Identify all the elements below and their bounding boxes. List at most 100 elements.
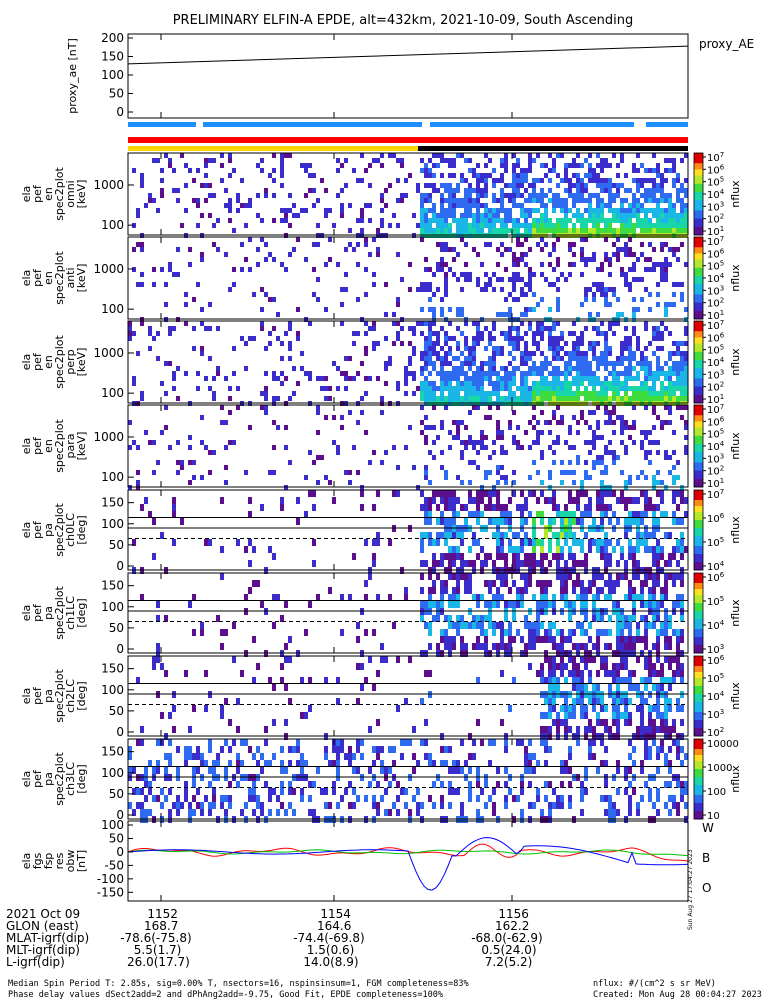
panel-ch2LC-colorbar-tick: 106 (707, 654, 725, 667)
panel-ch3LC-tick-label: 0 (116, 808, 124, 822)
ticks-table-label: L-igrf(dip) (6, 955, 65, 969)
panel-omni-heatmap (132, 153, 688, 238)
panel-omni-ylabel-part: spec2plot (53, 167, 66, 221)
panel-ch1LC-ylabel-part: [deg] (75, 598, 88, 627)
panel-perp-ylabel-part: en (42, 355, 55, 369)
panel-ch0LC-ylabel-part: spec2plot (53, 503, 66, 557)
panel-ch3LC-frame (127, 738, 689, 820)
panel-para-heatmap (128, 405, 688, 490)
panel-anti-colorbar-tick: 103 (707, 284, 724, 297)
panel-anti-colorbar-tick: 102 (707, 297, 724, 310)
panel-anti-ylabel-part: spec2plot (53, 251, 66, 305)
panel-ch1LC-colorbar-tick: 104 (707, 619, 725, 632)
fgs-legend-B: B (702, 851, 710, 865)
fgs-frame (127, 820, 689, 902)
yellow-indicator-bar (128, 146, 418, 151)
panel-anti-ylabel-part: pef (31, 268, 44, 287)
panel-omni-colorbar-label: nflux (729, 180, 742, 208)
panel-ch1LC-tick-label: 50 (109, 621, 124, 635)
fgs-tick-label: -100 (97, 872, 124, 886)
panel-omni-colorbar-tick: 102 (707, 213, 724, 226)
panel-perp-ylabel-part: spec2plot (53, 335, 66, 389)
panel-ch1LC-colorbar-tick: 103 (707, 643, 724, 656)
panel-ch1LC-heatmap (140, 573, 684, 657)
fgs-series-b (127, 849, 689, 857)
panel-omni-colorbar-tick: 103 (707, 200, 724, 213)
panel-ch0LC-colorbar: 107 106 105 104 nflux (693, 488, 742, 573)
panel-ch1LC-tick-label: 100 (101, 600, 124, 614)
panel-ch2LC-colorbar-tick: 103 (707, 708, 724, 721)
black-indicator-bar (418, 146, 688, 151)
panel-ch1LC-frame (127, 572, 689, 654)
panel-ch3LC-ylabel-part: ch3LC (64, 762, 77, 796)
panel-anti-frame (127, 236, 689, 320)
panel-omni-colorbar-tick: 106 (707, 163, 725, 176)
panel-ch1LC-colorbar-tick: 105 (707, 595, 724, 608)
spin-indicator-bar (646, 122, 688, 127)
proxy-ae-tick-label: 100 (101, 68, 124, 82)
panel-perp-colorbar-tick: 101 (707, 393, 724, 406)
panel-ch2LC-ylabel-part: pa (42, 689, 55, 703)
panel-para-ylabel-part: [keV] (75, 432, 88, 461)
fgs-tick-label: 0 (116, 845, 124, 859)
panel-ch2LC-colorbar-label: nflux (729, 682, 742, 710)
fgs-tick-label: -150 (97, 885, 124, 899)
ticks-table-label: 2021 Oct 09 (6, 907, 81, 921)
fgs-ylabel-part: obw (64, 850, 77, 873)
panel-ch0LC-tick-label: 0 (116, 559, 124, 573)
panel-omni-colorbar-tick: 101 (707, 225, 724, 238)
panel-ch0LC-colorbar-tick: 107 (707, 488, 724, 501)
ticks-table-value: 162.2 (495, 919, 530, 933)
panel-omni-ylabel-part: ela (20, 186, 33, 203)
proxy-ae-legend: proxy_AE (699, 37, 754, 51)
panel-ch3LC-ylabel-part: pef (31, 769, 44, 788)
panel-perp-ylabel-part: pef (31, 352, 44, 371)
panel-perp-ylabel-part: [keV] (75, 348, 88, 377)
panel-ch2LC-colorbar-tick: 104 (707, 690, 725, 703)
panel-omni-ylabel-part: pef (31, 184, 44, 203)
panel-ch3LC-tick-label: 100 (101, 766, 124, 780)
fgs-legend-W: W (702, 821, 714, 835)
panel-omni-tick-label: 1000 (93, 178, 124, 192)
panel-ch2LC-heatmap (136, 656, 684, 740)
panel-ch2LC-tick-label: 0 (116, 725, 124, 739)
fgs-ylabel-part: fgs (31, 852, 44, 869)
panel-para-colorbar-tick: 106 (707, 415, 725, 428)
panel-ch0LC-ylabel-part: pef (31, 520, 44, 539)
ticks-table-value: 5.5(1.7) (133, 943, 182, 957)
footer-line-1: Median Spin Period T: 2.85s, sig=0.00% T… (8, 979, 469, 989)
panel-anti-tick-label: 1000 (93, 262, 124, 276)
panel-perp-colorbar-tick: 103 (707, 368, 724, 381)
panel-perp-colorbar-label: nflux (729, 348, 742, 376)
spin-indicator-bar (128, 122, 196, 127)
panel-anti-tick-label: 100 (101, 302, 124, 316)
panel-para-colorbar-tick: 101 (707, 477, 724, 490)
ticks-table-value: -68.0(-62.9) (471, 931, 543, 945)
panel-ch3LC-tick-label: 150 (101, 745, 124, 759)
panel-ch3LC-ylabel-part: pa (42, 772, 55, 786)
panel-anti-colorbar-tick: 106 (707, 247, 725, 260)
side-timestamp: Sun Aug 27 17:04:27 2023 (687, 849, 694, 930)
panel-ch3LC-colorbar-tick: 10 (707, 811, 720, 822)
fgs-series-o (127, 837, 689, 891)
panel-omni-ylabel-part: en (42, 187, 55, 201)
panel-omni-colorbar-tick: 104 (707, 188, 725, 201)
colorbars-layer: 107106105104103102101nflux10710610510410… (693, 151, 742, 822)
footer-units: nflux: #/(cm^2 s sr MeV) (593, 979, 716, 989)
panel-ch0LC-tick-label: 50 (109, 538, 124, 552)
panel-ch3LC-ylabel-part: spec2plot (53, 752, 66, 806)
panel-anti-ylabel-part: [keV] (75, 264, 88, 293)
panel-ch2LC-tick-label: 150 (101, 662, 124, 676)
panel-ch1LC-tick-label: 150 (101, 579, 124, 593)
ticks-table-label: GLON (east) (6, 919, 79, 933)
fgs-tick-label: -50 (104, 858, 124, 872)
ticks-table-value: 1152 (147, 907, 178, 921)
panel-ch3LC-colorbar-tick: 1000 (707, 763, 732, 774)
panel-para-tick-label: 100 (101, 470, 124, 484)
panel-para-colorbar-tick: 105 (707, 428, 724, 441)
proxy-ae-tick-label: 200 (101, 31, 124, 45)
panel-para-ylabel-part: en (42, 439, 55, 453)
